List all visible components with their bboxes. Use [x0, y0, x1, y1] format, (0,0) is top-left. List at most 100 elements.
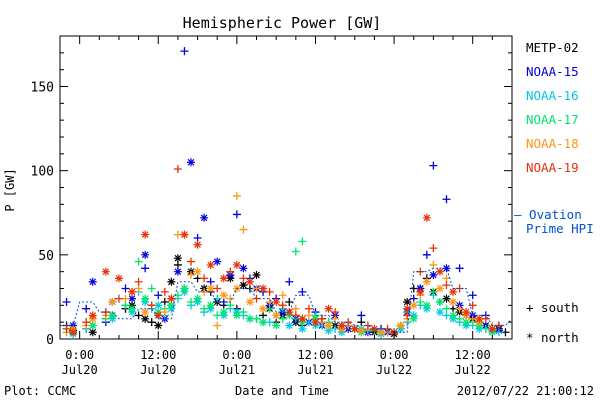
series-4-south-point [232, 191, 241, 200]
series-5-south-point [213, 284, 222, 293]
series-3-north-point [435, 297, 444, 306]
series-5-south-point [304, 304, 313, 313]
series-5-north-point [272, 297, 281, 306]
series-5-south-point [173, 164, 182, 173]
series-0-south-point [357, 318, 366, 327]
series-0-north-point [173, 254, 182, 263]
series-5-north-point [370, 324, 379, 333]
series-4-north-point [409, 301, 418, 310]
series-5-south-point [331, 308, 340, 317]
chart-title: Hemispheric Power [GW] [183, 14, 382, 32]
series-0-north-point [154, 321, 163, 330]
series-5-south-point [187, 257, 196, 266]
y-tick-label: 150 [31, 81, 54, 96]
series-3-south-point [226, 301, 235, 310]
series-5-north-point [219, 274, 228, 283]
series-1-north-point [213, 257, 222, 266]
x-tick-label-date: Jul21 [297, 363, 333, 377]
series-2-north-point [324, 326, 333, 335]
series-0-north-point [88, 328, 97, 337]
x-tick-label-date: Jul21 [219, 363, 255, 377]
series-4-north-point [435, 284, 444, 293]
x-tick-label-time: 0:00 [65, 348, 94, 362]
series-3-south-point [213, 311, 222, 320]
series-4-north-point [245, 297, 254, 306]
series-3-south-point [442, 304, 451, 313]
series-5-north-point [232, 260, 241, 269]
series-1-south-point [62, 297, 71, 306]
series-3-north-point [272, 321, 281, 330]
series-5-north-point [154, 311, 163, 320]
series-0-south-point [173, 260, 182, 269]
series-5-south-point [114, 294, 123, 303]
legend: METP-02 NOAA-15 NOAA-16 NOAA-17 NOAA-18 NOAA-… [514, 40, 594, 345]
series-3-north-point [449, 311, 458, 320]
series-5-north-point [128, 287, 137, 296]
series-1-south-point [298, 287, 307, 296]
series-0-south-point [259, 311, 268, 320]
y-tick-label: 0 [46, 333, 54, 348]
series-1-south-point [409, 294, 418, 303]
series-2-north-point [154, 301, 163, 310]
x-axis-label: Date and Time [235, 384, 329, 398]
series-4-north-point [141, 308, 150, 317]
y-tick-label: 50 [38, 249, 54, 264]
series-3-north-point [259, 318, 268, 327]
series-5-north-point [462, 308, 471, 317]
x-tick-label-time: 12:00 [140, 348, 176, 362]
series-4-north-point [108, 297, 117, 306]
series-5-north-point [416, 287, 425, 296]
series-1-south-point [429, 161, 438, 170]
series-3-south-point [187, 297, 196, 306]
series-5-north-point [324, 304, 333, 313]
series-3-north-point [180, 284, 189, 293]
series-1-north-point [141, 250, 150, 259]
legend-entry-ovation: — Ovation [514, 207, 582, 222]
series-0-north-point [252, 271, 261, 280]
series-3-north-point [462, 318, 471, 327]
series-5-north-point [298, 314, 307, 323]
series-4-north-point [272, 311, 281, 320]
series-1-south-point [442, 195, 451, 204]
series-5-north-point [488, 324, 497, 333]
series-5-north-point [435, 267, 444, 276]
series-4-north-point [357, 326, 366, 335]
series-3-south-point [239, 308, 248, 317]
series-4-south-point [429, 260, 438, 269]
series-1-north-point [187, 158, 196, 167]
series-3-north-point [167, 301, 176, 310]
series-5-north-point [449, 287, 458, 296]
series-1-north-point [442, 264, 451, 273]
series-1-south-point [468, 291, 477, 300]
series-1-south-point [193, 234, 202, 242]
footer-timestamp: 2012/07/22 21:00:12 [457, 384, 594, 398]
series-3-south-point [134, 257, 143, 266]
series-4-south-point [226, 294, 235, 303]
series-4-north-point [396, 321, 405, 330]
series-1-south-point [180, 47, 189, 56]
series-3-north-point [108, 311, 117, 320]
series-2-north-point [285, 321, 294, 330]
series-3-north-point [422, 301, 431, 310]
series-5-south-point [265, 287, 274, 296]
series-3-north-point [88, 321, 97, 330]
series-5-north-point [141, 230, 150, 239]
series-4-south-point [160, 308, 169, 317]
x-tick-label-time: 0:00 [380, 348, 409, 362]
axes: 0501001500:00Jul2012:00Jul200:00Jul2112:… [31, 35, 513, 377]
series-1-south-point [206, 277, 215, 286]
series-4-south-point [304, 311, 313, 320]
series-5-south-point [82, 318, 91, 327]
x-tick-label-date: Jul22 [376, 363, 412, 377]
series-4-north-point [206, 284, 215, 293]
series-3-north-point [141, 294, 150, 303]
series-0-south-point [134, 311, 143, 320]
series-4-south-point [455, 304, 464, 313]
series-1-south-point [285, 277, 294, 286]
series-1-north-point [200, 213, 209, 222]
legend-entry: NOAA-17 [526, 112, 579, 127]
series-0-north-point [167, 277, 176, 286]
series-5-south-point [134, 277, 143, 286]
legend-south-marker: + south [526, 300, 579, 315]
